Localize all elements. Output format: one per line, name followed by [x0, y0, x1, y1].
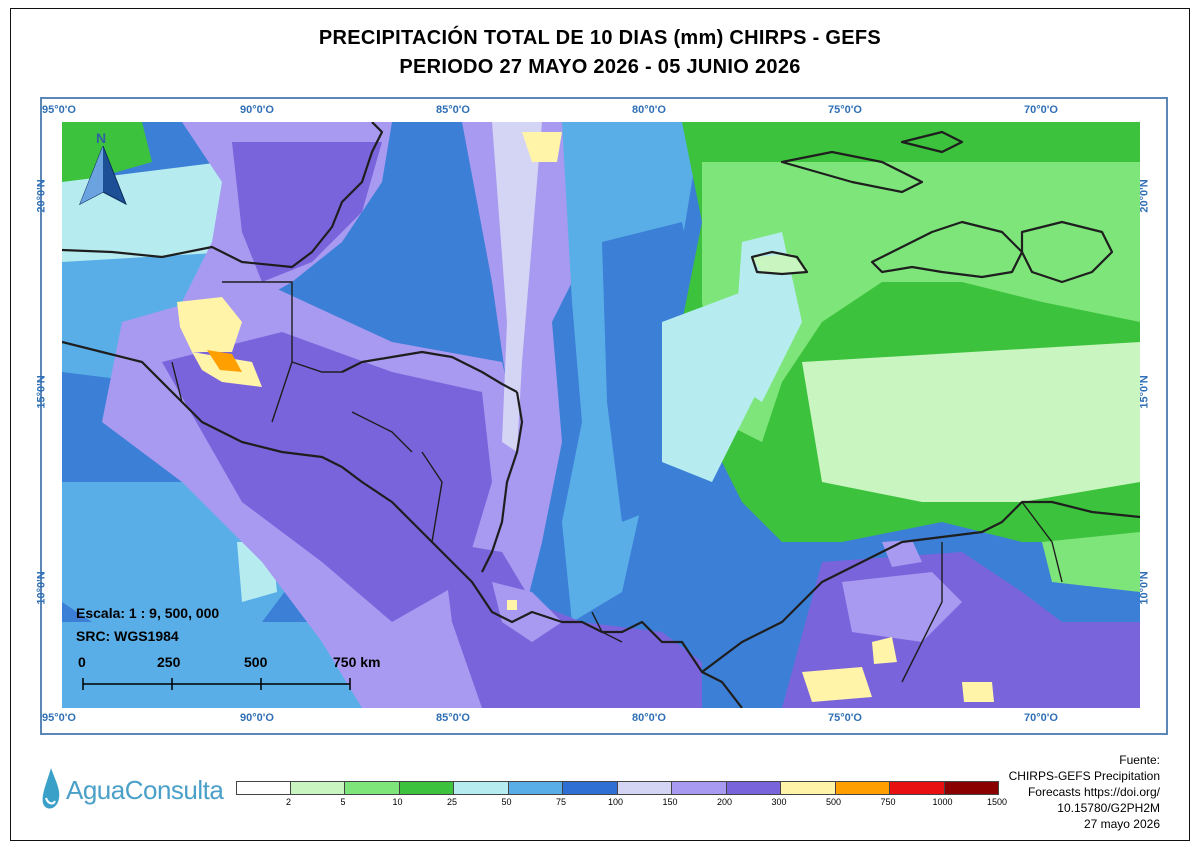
legend-swatch — [508, 781, 563, 795]
source-line: 10.15780/G2PH2M — [1057, 801, 1160, 815]
legend-swatch — [345, 781, 400, 795]
lat-label-10-left: 10°0'N — [35, 571, 48, 605]
legend-swatch — [290, 781, 345, 795]
legend-swatch — [726, 781, 781, 795]
water-drop-icon — [42, 768, 60, 809]
legend-tick-label: 750 — [880, 797, 896, 807]
legend-tick-label: 5 — [340, 797, 346, 807]
scale-ratio: Escala: 1 : 9, 500, 000 — [76, 605, 220, 621]
lon-label-95-bottom: 95°0'O — [42, 712, 76, 724]
legend-tick-label: 100 — [607, 797, 624, 807]
lat-label-10-right: 10°0'N — [1138, 571, 1151, 605]
lon-label-95: 95°0'O — [42, 104, 76, 116]
page-frame — [10, 8, 1190, 841]
source-line: 27 mayo 2026 — [1083, 817, 1160, 831]
legend-tick-label: 75 — [555, 797, 567, 807]
lat-label-15-right: 15°0'N — [1138, 375, 1151, 409]
legend-swatch — [563, 781, 618, 795]
legend-swatch — [399, 781, 454, 795]
legend-swatch — [236, 781, 291, 795]
source-line: Fuente: — [1119, 753, 1160, 767]
map-subtitle: PERIODO 27 MAYO 2026 - 05 JUNIO 2026 — [399, 56, 801, 78]
legend-tick-label: 1500 — [986, 797, 1008, 807]
legend-tick-label: 50 — [501, 797, 512, 807]
legend-swatch — [890, 781, 945, 795]
source-line: CHIRPS-GEFS Precipitation — [1008, 769, 1160, 783]
lat-label-15-left: 15°0'N — [35, 375, 48, 409]
legend-swatch — [944, 781, 999, 795]
scale-mark-250: 250 — [157, 654, 181, 670]
legend-tick-label: 150 — [662, 797, 678, 807]
north-arrow-icon — [79, 146, 127, 206]
scale-mark-500: 500 — [244, 654, 268, 670]
legend-tick-label: 25 — [446, 797, 458, 807]
north-label: N — [96, 130, 107, 146]
map-frame — [40, 97, 1168, 735]
aguaconsulta-logo: AguaConsulta — [40, 768, 224, 812]
legend-tick-label: 2 — [285, 797, 292, 807]
legend-tick-label: 500 — [825, 797, 842, 807]
lon-label-85: 85°0'O — [436, 104, 470, 116]
source-note: Fuente: CHIRPS-GEFS Precipitation Forecast… — [1009, 752, 1160, 832]
scale-mark-750: 750 km — [333, 654, 381, 670]
map-title: PRECIPITACIÓN TOTAL DE 10 DIAS (mm) CHIR… — [318, 27, 882, 49]
scale-bar — [82, 678, 351, 690]
legend-swatch — [781, 781, 836, 795]
precipitation-raster — [62, 122, 1140, 708]
lon-label-90: 90°0'O — [240, 104, 274, 116]
lon-label-75: 75°0'O — [828, 104, 862, 116]
legend-tick-label: 10 — [392, 797, 403, 807]
legend-tick-label: 200 — [716, 797, 733, 807]
lon-label-70-bottom: 70°0'O — [1024, 712, 1058, 724]
logo-text: AguaConsulta — [66, 774, 224, 805]
lon-label-85-bottom: 85°0'O — [436, 712, 470, 724]
lat-label-20-left: 20°0'N — [35, 179, 48, 213]
legend-tick-label: 1000 — [932, 797, 953, 807]
north-arrow: N — [78, 130, 128, 210]
legend-swatch — [672, 781, 727, 795]
source-line: Forecasts https://doi.org/ — [1027, 785, 1160, 799]
lon-label-70: 70°0'O — [1024, 104, 1058, 116]
lon-label-90-bottom: 90°0'O — [240, 712, 274, 724]
precipitation-map — [62, 122, 1140, 708]
scale-mark-0: 0 — [78, 654, 86, 670]
lat-label-20-right: 20°0'N — [1138, 179, 1151, 213]
lon-label-80: 80°0'O — [632, 104, 666, 116]
legend-swatch — [835, 781, 890, 795]
legend-swatch — [617, 781, 672, 795]
lon-label-75-bottom: 75°0'O — [828, 712, 862, 724]
precipitation-legend — [236, 781, 999, 795]
legend-tick-label: 300 — [771, 797, 787, 807]
legend-swatch — [454, 781, 509, 795]
crs-label: SRC: WGS1984 — [76, 628, 179, 644]
lon-label-80-bottom: 80°0'O — [632, 712, 666, 724]
